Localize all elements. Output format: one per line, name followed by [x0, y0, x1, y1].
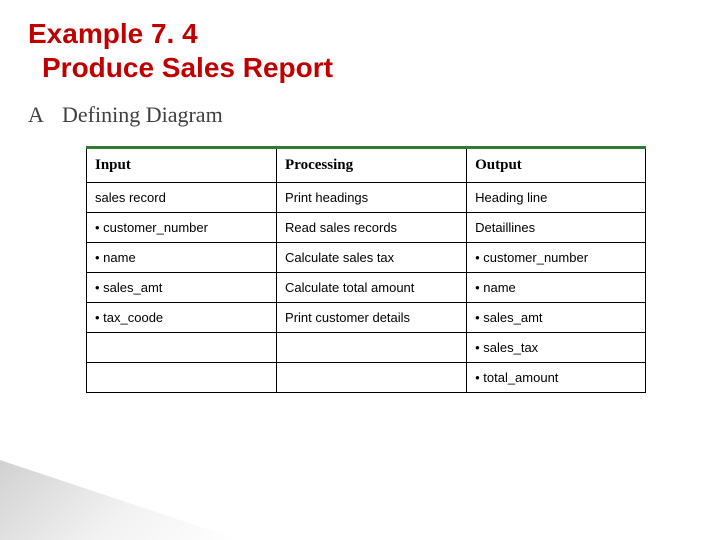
- corner-shadow-decoration: [0, 460, 240, 540]
- table-cell: • name: [467, 273, 646, 303]
- table-cell: Calculate total amount: [277, 273, 467, 303]
- table-cell: sales record: [87, 183, 277, 213]
- table-header-row: Input Processing Output: [87, 148, 646, 183]
- section-letter: A: [28, 102, 44, 127]
- table-cell: • sales_tax: [467, 333, 646, 363]
- table-cell: Print headings: [277, 183, 467, 213]
- table-cell: [87, 363, 277, 393]
- table-row: • sales_amtCalculate total amount• name: [87, 273, 646, 303]
- table-row: • nameCalculate sales tax• customer_numb…: [87, 243, 646, 273]
- table-row: • customer_numberRead sales recordsDetai…: [87, 213, 646, 243]
- table-row: • sales_tax: [87, 333, 646, 363]
- table-cell: Print customer details: [277, 303, 467, 333]
- table-cell: • customer_number: [87, 213, 277, 243]
- table-cell: • sales_amt: [87, 273, 277, 303]
- table-row: sales recordPrint headingsHeading line: [87, 183, 646, 213]
- title-line-1: Example 7. 4: [28, 18, 692, 50]
- section-heading: A Defining Diagram: [28, 102, 692, 128]
- table-cell: Read sales records: [277, 213, 467, 243]
- table-cell: [277, 333, 467, 363]
- table-row: • total_amount: [87, 363, 646, 393]
- table-cell: • total_amount: [467, 363, 646, 393]
- table-cell: • sales_amt: [467, 303, 646, 333]
- table-cell: • customer_number: [467, 243, 646, 273]
- section-text: Defining Diagram: [62, 102, 223, 127]
- th-output: Output: [467, 148, 646, 183]
- defining-diagram-table: Input Processing Output sales recordPrin…: [86, 146, 646, 393]
- table-cell: • name: [87, 243, 277, 273]
- table-cell: Calculate sales tax: [277, 243, 467, 273]
- th-processing: Processing: [277, 148, 467, 183]
- table-cell: [277, 363, 467, 393]
- table-cell: Heading line: [467, 183, 646, 213]
- table-cell: [87, 333, 277, 363]
- table-row: • tax_coodePrint customer details• sales…: [87, 303, 646, 333]
- table-cell: Detaillines: [467, 213, 646, 243]
- table-cell: • tax_coode: [87, 303, 277, 333]
- title-line-2: Produce Sales Report: [42, 52, 692, 84]
- th-input: Input: [87, 148, 277, 183]
